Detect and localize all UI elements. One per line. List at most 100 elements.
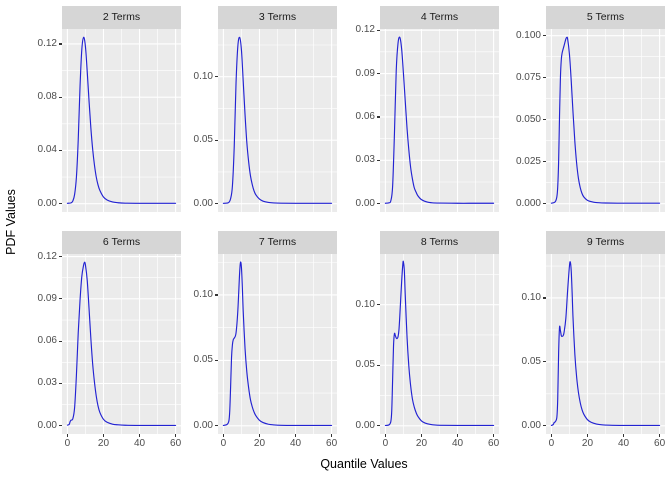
facet-5-terms: 0.000 0.025 0.050 0.075 0.100 5 Terms (499, 6, 665, 212)
y-axis-6-terms: 0.00 0.03 0.06 0.09 0.12 (20, 231, 62, 434)
x-tick-mark (384, 434, 386, 437)
panel-9-terms (546, 254, 665, 434)
facet-8-terms: 0.00 0.05 0.10 8 Terms 0 20 40 60 (337, 231, 499, 452)
y-axis-8-terms: 0.00 0.05 0.10 (337, 231, 380, 434)
panel-4-terms (380, 29, 499, 212)
facet-strip-3-terms: 3 Terms (218, 6, 337, 29)
x-axis-title: Quantile Values (320, 457, 408, 471)
y-tick-label: 0.00 (37, 197, 57, 209)
facet-4-terms: 0.00 0.03 0.06 0.09 0.12 4 Terms (337, 6, 499, 212)
x-axis-8-terms: 0 20 40 60 (380, 434, 499, 452)
panel-2-terms (62, 29, 181, 212)
y-tick-label: 0.03 (37, 377, 57, 389)
y-tick-label: 0.05 (193, 354, 213, 366)
y-axis-2-terms: 0.00 0.04 0.08 0.12 (20, 6, 62, 212)
facet-strip-label: 7 Terms (258, 236, 297, 248)
y-tick-label: 0.08 (37, 91, 57, 103)
y-tick-mark (543, 425, 546, 427)
y-tick-mark (59, 203, 62, 205)
y-tick-mark (377, 29, 380, 31)
x-tick-mark (330, 434, 333, 437)
facet-3-terms: 0.00 0.05 0.10 3 Terms (181, 6, 337, 212)
x-tick-mark (550, 434, 552, 437)
density-curve (384, 36, 495, 204)
y-tick-mark (377, 304, 380, 306)
y-axis-5-terms: 0.000 0.025 0.050 0.075 0.100 (499, 6, 546, 212)
x-tick-label: 20 (581, 437, 594, 449)
x-tick-mark (258, 434, 261, 437)
y-tick-label: 0.050 (515, 113, 541, 125)
y-tick-mark (215, 203, 218, 205)
panel-6-terms (62, 254, 181, 434)
facet-strip-4-terms: 4 Terms (380, 6, 499, 29)
y-tick-mark (543, 119, 546, 121)
y-tick-mark (59, 425, 62, 427)
y-tick-mark (215, 425, 218, 427)
y-tick-mark (59, 43, 62, 45)
y-tick-mark (543, 35, 546, 37)
x-tick-label: 60 (326, 437, 338, 449)
x-tick-label: 40 (289, 437, 302, 449)
y-tick-mark (543, 161, 546, 163)
y-axis-7-terms: 0.00 0.05 0.10 (181, 231, 218, 434)
panel-5-terms (546, 29, 665, 212)
y-tick-label: 0.05 (355, 359, 375, 371)
x-tick-label: 60 (488, 437, 500, 449)
x-tick-label: 20 (415, 437, 428, 449)
x-tick-mark (492, 434, 495, 437)
density-curve (222, 261, 333, 427)
y-tick-label: 0.09 (355, 67, 375, 79)
facet-7-terms: 0.00 0.05 0.10 7 Terms 0 20 40 60 (181, 231, 337, 452)
y-tick-label: 0.09 (37, 292, 57, 304)
y-tick-label: 0.10 (193, 70, 213, 82)
panel-column-9-terms: 9 Terms 0 20 40 60 (546, 231, 665, 452)
y-tick-mark (543, 361, 546, 363)
x-axis-6-terms: 0 20 40 60 (62, 434, 181, 452)
x-tick-mark (420, 434, 423, 437)
facet-strip-label: 4 Terms (420, 11, 459, 23)
x-tick-label: 20 (253, 437, 266, 449)
x-tick-mark (102, 434, 105, 437)
y-tick-mark (59, 340, 62, 342)
x-axis-9-terms: 0 20 40 60 (546, 434, 665, 452)
y-tick-label: 0.100 (515, 29, 541, 41)
y-tick-mark (59, 382, 62, 385)
y-tick-label: 0.00 (355, 419, 375, 431)
x-tick-label: 40 (451, 437, 464, 449)
x-tick-label: 0 (382, 437, 389, 449)
y-tick-label: 0.00 (193, 197, 213, 209)
density-curve (550, 261, 661, 427)
x-tick-label: 40 (133, 437, 146, 449)
x-tick-mark (456, 434, 459, 437)
y-axis-3-terms: 0.00 0.05 0.10 (181, 6, 218, 212)
facet-strip-8-terms: 8 Terms (380, 231, 499, 254)
facet-strip-label: 9 Terms (586, 236, 625, 248)
y-tick-label: 0.000 (515, 197, 541, 209)
y-tick-label: 0.12 (355, 24, 375, 36)
y-tick-mark (215, 139, 218, 141)
y-axis-4-terms: 0.00 0.03 0.06 0.09 0.12 (337, 6, 380, 212)
y-tick-mark (377, 116, 380, 118)
y-tick-mark (377, 425, 380, 427)
x-tick-mark (622, 434, 625, 437)
facet-strip-5-terms: 5 Terms (546, 6, 665, 29)
y-tick-label: 0.06 (37, 335, 57, 347)
y-tick-label: 0.04 (37, 144, 57, 156)
x-axis-7-terms: 0 20 40 60 (218, 434, 337, 452)
x-tick-label: 60 (170, 437, 182, 449)
y-tick-mark (543, 297, 546, 299)
density-curve (384, 260, 495, 427)
y-tick-mark (215, 294, 218, 296)
facet-strip-2-terms: 2 Terms (62, 6, 181, 29)
panel-3-terms (218, 29, 337, 212)
density-curve (222, 36, 333, 204)
x-tick-label: 0 (220, 437, 227, 449)
panel-8-terms (380, 254, 499, 434)
y-tick-mark (59, 255, 62, 258)
facet-2-terms: 0.00 0.04 0.08 0.12 2 Terms (20, 6, 181, 212)
x-tick-mark (66, 434, 68, 437)
y-tick-label: 0.06 (355, 110, 375, 122)
x-tick-mark (658, 434, 661, 437)
panel-column-3-terms: 3 Terms (218, 6, 337, 212)
y-tick-mark (377, 364, 380, 366)
